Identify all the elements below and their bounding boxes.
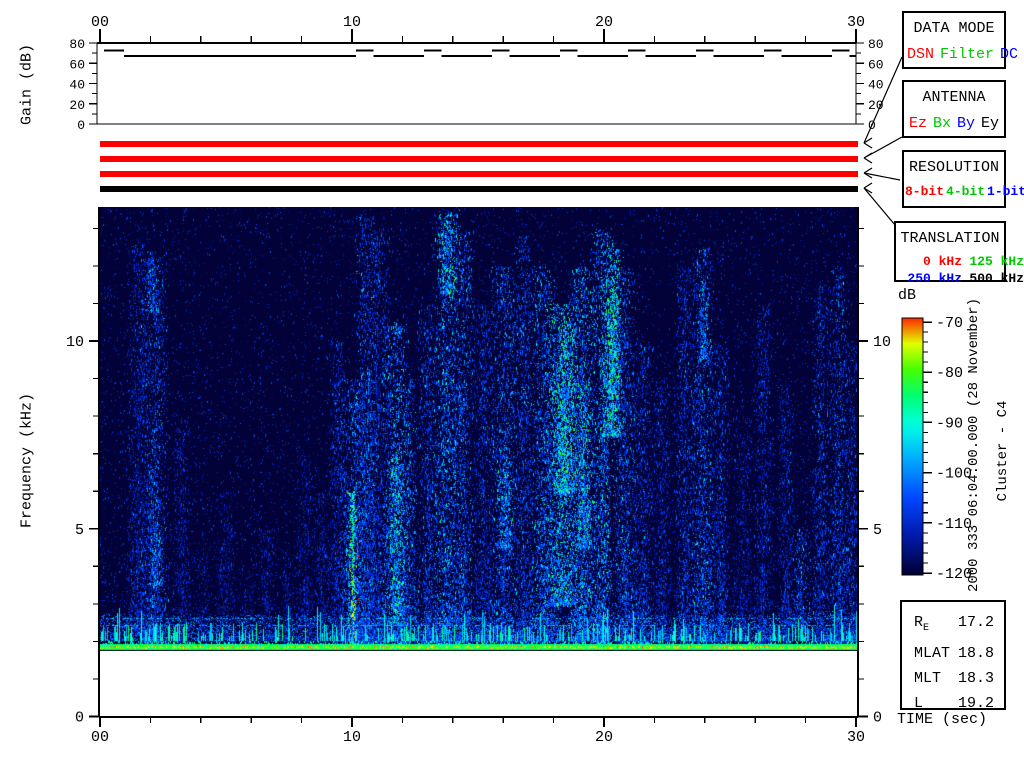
svg-text:-90: -90 — [936, 415, 963, 432]
svg-text:40: 40 — [868, 78, 884, 93]
freq-axis-label: Frequency (kHz) — [18, 392, 36, 529]
svg-text:40: 40 — [69, 78, 85, 93]
time-axis-label: TIME (sec) — [897, 711, 988, 728]
translation-panel: TRANSLATION 0 kHz 125 kHz 250 kHz 500 kH… — [894, 221, 1024, 286]
antenna-option-by: By — [957, 115, 976, 132]
ephemeris-row-mlt: MLT 18.3 — [914, 666, 994, 691]
ephemeris-row-l: L 19.2 — [914, 691, 994, 716]
svg-text:20: 20 — [868, 98, 884, 113]
svg-text:30: 30 — [847, 729, 865, 746]
svg-text:60: 60 — [69, 57, 85, 72]
colorbar-unit-label: dB — [898, 287, 917, 304]
svg-text:80: 80 — [868, 37, 884, 52]
spectrogram-image — [100, 207, 858, 651]
data-mode-title: DATA MODE — [913, 20, 995, 37]
ephemeris-value-mlt: 18.3 — [957, 670, 994, 687]
ephemeris-label-mlat: MLAT — [914, 645, 951, 662]
data-mode-option-filter: Filter — [940, 46, 995, 63]
svg-text:5: 5 — [873, 522, 882, 539]
datetime-label: 2000 333 06:04:00.000 (28 November) — [966, 297, 982, 593]
ephemeris-label-l: L — [914, 695, 924, 712]
spacecraft-label: Cluster - C4 — [995, 400, 1011, 502]
svg-text:20: 20 — [595, 729, 613, 746]
gain-axis-label: Gain (dB) — [18, 44, 36, 126]
antenna-option-ey: Ey — [981, 115, 1000, 132]
svg-text:0: 0 — [873, 710, 882, 727]
svg-text:30: 30 — [847, 14, 865, 31]
status-bar-translation — [100, 186, 858, 192]
ephemeris-value-mlat: 18.8 — [957, 645, 994, 662]
antenna-option-ez: Ez — [908, 115, 927, 132]
resolution-option-1bit: 1-bit — [987, 184, 1024, 199]
ephemeris-value-re: 17.2 — [957, 614, 994, 631]
ephemeris-value-l: 19.2 — [957, 695, 994, 712]
svg-text:20: 20 — [69, 98, 85, 113]
svg-text:10: 10 — [66, 334, 84, 351]
status-bar-data-mode — [100, 141, 858, 147]
antenna-option-bx: Bx — [932, 115, 951, 132]
status-bar-antenna — [100, 156, 858, 162]
antenna-title: ANTENNA — [922, 89, 986, 106]
translation-option-250khz: 250 kHz — [907, 271, 962, 286]
ephemeris-panel: RE 17.2 MLAT 18.8 MLT 18.3 L 19.2 — [900, 600, 1006, 712]
antenna-panel: ANTENNA Ez Bx By Ey — [902, 80, 1006, 138]
data-mode-option-dc: DC — [1000, 46, 1019, 63]
data-mode-panel: DATA MODE DSN Filter DC — [902, 11, 1018, 69]
data-mode-option-dsn: DSN — [907, 46, 935, 63]
svg-text:60: 60 — [868, 57, 884, 72]
resolution-option-4bit: 4-bit — [946, 184, 986, 199]
svg-text:0: 0 — [75, 710, 84, 727]
svg-text:0: 0 — [868, 118, 876, 133]
translation-option-0khz: 0 kHz — [922, 254, 962, 269]
svg-text:-80: -80 — [936, 365, 963, 382]
status-bar-resolution — [100, 171, 858, 177]
svg-text:00: 00 — [91, 729, 109, 746]
svg-text:10: 10 — [873, 334, 891, 351]
resolution-option-8bit: 8-bit — [905, 184, 945, 199]
ephemeris-row-re: RE 17.2 — [914, 610, 994, 641]
svg-text:0: 0 — [77, 118, 85, 133]
svg-text:20: 20 — [595, 14, 613, 31]
svg-text:5: 5 — [75, 522, 84, 539]
svg-text:80: 80 — [69, 37, 85, 52]
ephemeris-row-mlat: MLAT 18.8 — [914, 641, 994, 666]
ephemeris-label-mlt: MLT — [914, 670, 942, 687]
translation-option-500khz: 500 kHz — [969, 271, 1024, 286]
resolution-panel: RESOLUTION 8-bit 4-bit 1-bit — [902, 150, 1024, 208]
translation-option-125khz: 125 kHz — [969, 254, 1024, 269]
ephemeris-label-re-sub: E — [923, 623, 930, 634]
svg-text:-70: -70 — [936, 315, 963, 332]
svg-text:10: 10 — [343, 729, 361, 746]
svg-text:00: 00 — [91, 14, 109, 31]
ephemeris-label-re: R — [914, 614, 924, 631]
resolution-title: RESOLUTION — [908, 159, 999, 176]
translation-title: TRANSLATION — [900, 230, 1000, 247]
svg-text:10: 10 — [343, 14, 361, 31]
